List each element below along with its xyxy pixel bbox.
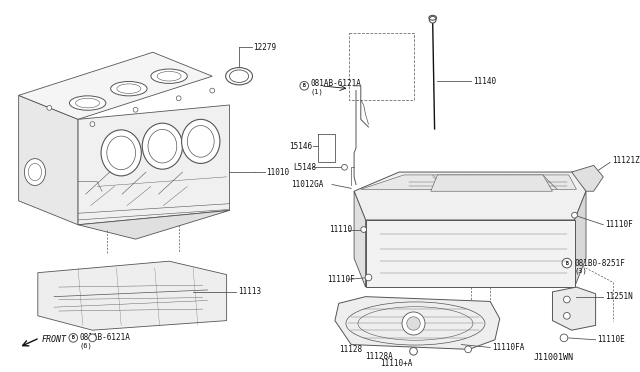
Polygon shape [19,52,212,119]
Circle shape [465,346,472,353]
Circle shape [563,296,570,303]
Circle shape [365,274,372,281]
Text: J11001WN: J11001WN [533,353,573,362]
Text: 11110F: 11110F [605,220,633,229]
Circle shape [133,108,138,112]
Text: B: B [565,261,568,266]
Text: 11110E: 11110E [598,335,625,344]
Text: 11121Z: 11121Z [612,156,639,165]
Text: L5148: L5148 [294,163,317,172]
Text: 081AB-6121A: 081AB-6121A [80,333,131,342]
Polygon shape [572,165,604,191]
Ellipse shape [101,130,141,176]
Ellipse shape [69,96,106,110]
Circle shape [47,105,52,110]
Circle shape [69,334,77,342]
Text: B: B [72,335,75,340]
Text: 11110: 11110 [329,225,352,234]
Text: (6): (6) [80,342,93,349]
Circle shape [560,334,568,342]
Circle shape [429,16,436,23]
Polygon shape [552,287,596,330]
Circle shape [572,212,577,218]
Circle shape [88,334,96,342]
Circle shape [410,347,417,355]
Circle shape [563,312,570,319]
Circle shape [300,81,308,90]
Circle shape [210,88,214,93]
Circle shape [361,227,367,232]
Ellipse shape [182,119,220,163]
Text: 11012GA: 11012GA [291,180,323,189]
Polygon shape [38,261,227,330]
Polygon shape [575,191,586,287]
Text: 081B0-8251F: 081B0-8251F [575,259,625,267]
Polygon shape [78,211,230,239]
Polygon shape [335,296,500,349]
Polygon shape [365,220,575,287]
Text: 11251N: 11251N [605,292,633,301]
Circle shape [90,122,95,126]
Ellipse shape [151,69,188,83]
Ellipse shape [142,123,182,169]
Text: 11110+A: 11110+A [380,359,412,368]
Circle shape [342,164,348,170]
Polygon shape [361,175,577,189]
Polygon shape [431,175,552,191]
Text: FRONT: FRONT [42,335,67,344]
Circle shape [402,312,425,335]
Text: 11110FA: 11110FA [492,343,524,352]
Text: 15146: 15146 [289,142,312,151]
Text: B: B [303,83,306,88]
Text: 11128: 11128 [339,345,362,354]
Circle shape [562,258,572,268]
Circle shape [176,96,181,101]
Text: 11113: 11113 [238,287,261,296]
Text: 12279: 12279 [253,43,276,52]
Text: (3): (3) [575,267,588,274]
Polygon shape [354,172,586,220]
Ellipse shape [226,68,253,85]
Text: 11140: 11140 [473,77,496,86]
Text: 11128A: 11128A [365,352,394,360]
Ellipse shape [24,158,45,186]
Circle shape [407,317,420,330]
Text: 11010: 11010 [266,167,289,177]
Text: 081AB-6121A: 081AB-6121A [311,79,362,89]
Polygon shape [78,105,230,225]
Text: (1): (1) [311,88,324,95]
Polygon shape [354,191,365,287]
Text: 11110F: 11110F [327,275,355,284]
Ellipse shape [111,81,147,96]
Polygon shape [19,95,78,225]
